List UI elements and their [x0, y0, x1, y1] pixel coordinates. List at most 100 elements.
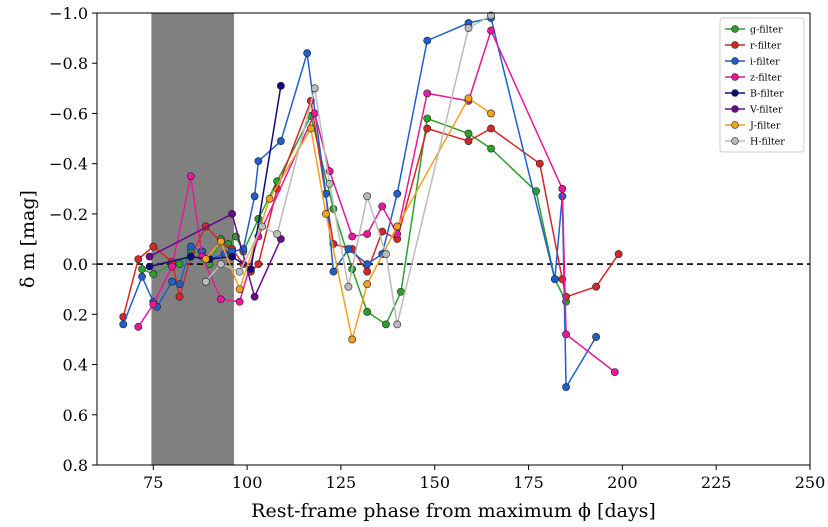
legend-entry-z-filter: z-filter — [750, 73, 782, 84]
y-tick-label: −0.6 — [49, 104, 88, 123]
x-tick-label: 75 — [143, 473, 163, 492]
data-point-g-filter — [363, 307, 372, 316]
legend-marker-i-filter — [731, 57, 739, 65]
data-point-r-filter — [592, 282, 600, 291]
data-point-H-filter — [393, 320, 402, 329]
legend-entry-V-filter: V-filter — [749, 105, 783, 116]
data-point-g-filter — [175, 260, 184, 269]
data-point-J-filter — [487, 109, 495, 118]
series-layer — [119, 11, 623, 392]
series-V-filter — [145, 209, 285, 301]
data-point-B-filter — [186, 252, 195, 261]
data-point-H-filter — [201, 277, 210, 286]
data-point-z-filter — [363, 230, 372, 238]
series-J-filter — [201, 94, 495, 344]
legend-box — [719, 17, 805, 153]
y-tick-label: −0.2 — [49, 205, 88, 224]
data-point-z-filter — [149, 300, 158, 309]
data-point-z-filter — [216, 295, 225, 304]
y-tick-label: 0.2 — [63, 305, 88, 324]
y-tick-label: 0.8 — [63, 456, 88, 475]
data-point-r-filter — [363, 267, 372, 276]
data-point-B-filter — [276, 81, 285, 90]
data-point-i-filter — [329, 267, 338, 276]
x-tick-label: 200 — [607, 473, 638, 492]
legend-entry-B-filter: B-filter — [750, 89, 784, 100]
data-point-i-filter — [175, 280, 184, 289]
data-point-H-filter — [382, 250, 390, 258]
series-i-filter — [119, 14, 600, 392]
y-axis-label: δ m [mag] — [17, 190, 39, 288]
data-point-B-filter — [228, 252, 236, 261]
data-point-z-filter — [134, 322, 143, 331]
series-line-J-filter — [205, 97, 492, 340]
legend-entry-J-filter: J-filter — [749, 121, 781, 132]
y-tick-label: −1.0 — [49, 4, 88, 23]
x-tick-label: 100 — [232, 473, 263, 492]
data-point-H-filter — [464, 24, 473, 32]
data-point-i-filter — [303, 49, 312, 58]
data-point-g-filter — [382, 320, 390, 329]
x-tick-label: 125 — [326, 473, 357, 492]
data-point-i-filter — [119, 320, 128, 329]
data-point-r-filter — [134, 255, 143, 263]
data-point-i-filter — [276, 137, 285, 145]
data-point-z-filter — [487, 26, 495, 35]
data-point-H-filter — [363, 192, 372, 201]
data-point-i-filter — [562, 383, 570, 392]
data-point-i-filter — [168, 277, 176, 286]
data-point-r-filter — [535, 159, 544, 168]
y-tick-label: 0.4 — [63, 356, 88, 375]
data-point-i-filter — [423, 36, 432, 45]
data-point-z-filter — [310, 109, 319, 118]
data-point-g-filter — [149, 270, 158, 279]
data-point-H-filter — [273, 230, 282, 238]
legend-marker-J-filter — [731, 121, 739, 129]
data-point-g-filter — [397, 287, 405, 296]
data-point-H-filter — [344, 282, 353, 291]
data-point-i-filter — [186, 242, 195, 251]
legend-entry-H-filter: H-filter — [750, 137, 785, 148]
data-point-H-filter — [310, 84, 319, 93]
data-point-i-filter — [344, 245, 353, 253]
legend-entry-g-filter: g-filter — [750, 25, 783, 36]
data-point-i-filter — [138, 272, 146, 281]
legend-marker-H-filter — [731, 137, 739, 145]
plot-frame — [96, 12, 811, 466]
data-point-J-filter — [235, 285, 244, 294]
data-point-i-filter — [592, 333, 600, 341]
data-point-J-filter — [348, 335, 357, 344]
data-point-J-filter — [306, 124, 315, 133]
data-point-i-filter — [550, 275, 559, 284]
x-tick-label: 175 — [513, 473, 544, 492]
data-point-r-filter — [254, 260, 263, 269]
data-point-J-filter — [216, 237, 225, 246]
data-point-H-filter — [235, 267, 244, 276]
data-point-H-filter — [325, 179, 334, 188]
data-point-J-filter — [201, 255, 210, 263]
data-point-r-filter — [149, 242, 158, 251]
legend-entry-r-filter: r-filter — [750, 41, 782, 52]
data-point-V-filter — [250, 292, 259, 301]
legend-marker-B-filter — [731, 89, 739, 97]
data-point-z-filter — [423, 89, 432, 98]
data-point-r-filter — [423, 124, 432, 133]
x-tick-label: 150 — [419, 473, 450, 492]
legend-marker-z-filter — [731, 73, 739, 81]
data-point-i-filter — [363, 260, 372, 269]
y-tick-label: 0.0 — [63, 255, 88, 274]
data-point-z-filter — [558, 184, 567, 193]
y-tick-label: −0.4 — [49, 155, 88, 174]
data-point-g-filter — [464, 129, 473, 138]
legend-entry-i-filter: i-filter — [750, 57, 780, 68]
legend-marker-g-filter — [731, 25, 739, 33]
x-axis-label: Rest-frame phase from maximum ϕ [days] — [251, 500, 656, 522]
data-point-z-filter — [378, 202, 387, 211]
data-point-V-filter — [145, 252, 154, 261]
data-point-V-filter — [228, 209, 236, 218]
series-line-V-filter — [149, 212, 282, 300]
legend: g-filter r-filter i-filter z-filter B-filter… — [719, 17, 805, 153]
data-point-H-filter — [258, 222, 267, 231]
data-point-J-filter — [393, 222, 402, 231]
